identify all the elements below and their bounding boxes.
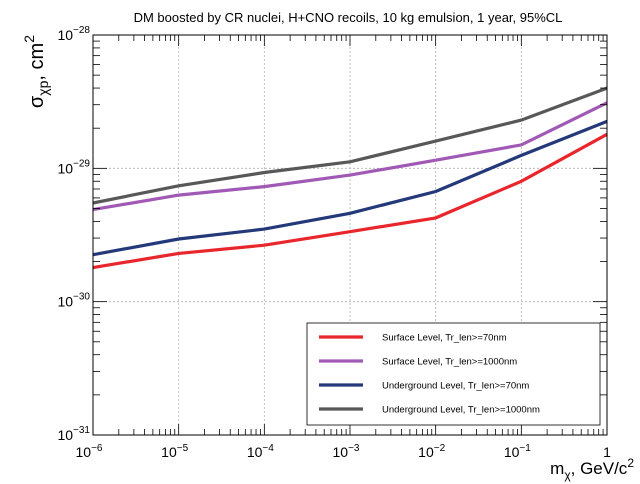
x-axis-label-text: mχ, GeV/c2 — [550, 456, 634, 482]
y-tick-labels: 10−31 10−30 10−29 10−28 — [57, 25, 90, 443]
x-tick-label: 10−1 — [504, 443, 531, 460]
x-tick-label: 1 — [603, 444, 611, 460]
x-tick-label: 10−3 — [333, 443, 360, 460]
chart-title: DM boosted by CR nuclei, H+CNO recoils, … — [134, 10, 563, 25]
axis-ticks — [92, 35, 607, 436]
x-axis-label: mχ, GeV/c2 — [550, 456, 634, 482]
series-line — [92, 119, 608, 257]
legend-label: Surface Level, Tr_len>=1000nm — [382, 357, 517, 368]
x-tick-label: 10−5 — [161, 443, 188, 460]
x-tick-label: 10−4 — [247, 443, 274, 460]
legend-label: Underground Level, Tr_len>=70nm — [382, 381, 529, 392]
legend-label: Underground Level, Tr_len>=1000nm — [382, 405, 540, 416]
series-line — [92, 132, 608, 270]
y-tick-label: 10−29 — [57, 158, 90, 176]
x-tick-label: 10−2 — [418, 443, 445, 460]
legend: Surface Level, Tr_len>=70nm Surface Level… — [306, 322, 601, 426]
series-lines — [92, 86, 608, 270]
y-tick-label: 10−31 — [57, 425, 90, 443]
y-tick-label: 10−28 — [57, 25, 90, 43]
y-axis-label: σχp, cm2 — [21, 35, 51, 108]
legend-label: Surface Level, Tr_len>=70nm — [382, 333, 507, 344]
x-tick-label: 10−6 — [76, 443, 103, 460]
series-line — [92, 86, 608, 205]
x-tick-labels: 10−6 10−5 10−4 10−3 10−2 10−1 1 — [76, 443, 612, 460]
y-tick-label: 10−30 — [57, 292, 90, 310]
y-axis-label-text: σχp, cm2 — [21, 35, 51, 108]
series-line — [92, 101, 608, 212]
